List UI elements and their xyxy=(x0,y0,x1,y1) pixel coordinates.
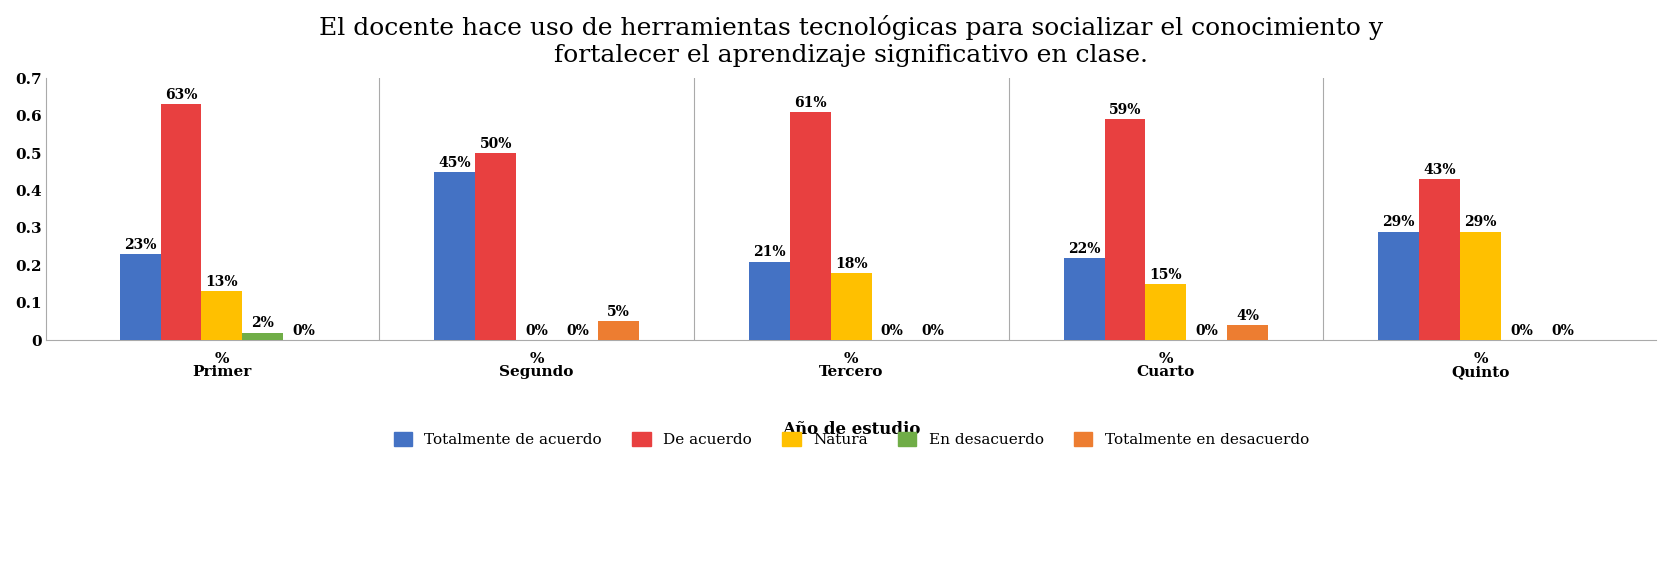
Bar xyxy=(1105,120,1145,340)
Text: %: % xyxy=(530,352,543,366)
Text: 29%: 29% xyxy=(1464,215,1497,229)
Bar xyxy=(434,172,475,340)
Bar xyxy=(1460,231,1501,340)
Text: %: % xyxy=(1474,352,1487,366)
Title: El docente hace uso de herramientas tecnológicas para socializar el conocimiento: El docente hace uso de herramientas tecn… xyxy=(319,15,1384,66)
Text: 0%: 0% xyxy=(1551,324,1574,338)
Text: 61%: 61% xyxy=(794,96,827,110)
Text: 45%: 45% xyxy=(438,156,471,170)
Text: %: % xyxy=(214,352,229,366)
Bar xyxy=(790,112,830,340)
Bar xyxy=(830,273,872,340)
Text: 13%: 13% xyxy=(206,275,239,289)
Bar xyxy=(475,153,516,340)
Text: 0%: 0% xyxy=(566,324,588,338)
Bar xyxy=(1145,284,1186,340)
Text: 43%: 43% xyxy=(1424,163,1455,177)
Text: 0%: 0% xyxy=(922,324,944,338)
Text: 5%: 5% xyxy=(607,305,630,319)
Text: 18%: 18% xyxy=(836,257,867,271)
Bar xyxy=(1064,258,1105,340)
Bar xyxy=(598,321,638,340)
Text: %: % xyxy=(844,352,859,366)
Legend: Totalmente de acuerdo, De acuerdo, Natura, En desacuerdo, Totalmente en desacuer: Totalmente de acuerdo, De acuerdo, Natur… xyxy=(388,426,1315,454)
Text: 21%: 21% xyxy=(754,245,785,259)
Bar xyxy=(1419,179,1460,340)
Text: 15%: 15% xyxy=(1150,268,1181,282)
Bar xyxy=(160,104,202,340)
Bar xyxy=(749,262,790,340)
Text: 29%: 29% xyxy=(1382,215,1415,229)
Text: 0%: 0% xyxy=(1195,324,1218,338)
Bar xyxy=(1379,231,1419,340)
Text: 0%: 0% xyxy=(881,324,904,338)
Text: 0%: 0% xyxy=(292,324,316,338)
Text: %: % xyxy=(1158,352,1173,366)
Text: 0%: 0% xyxy=(1511,324,1532,338)
X-axis label: Año de estudio: Año de estudio xyxy=(782,421,921,438)
Bar xyxy=(242,333,284,340)
Text: 4%: 4% xyxy=(1237,309,1260,323)
Text: 22%: 22% xyxy=(1068,241,1100,255)
Text: 59%: 59% xyxy=(1110,103,1141,117)
Text: 0%: 0% xyxy=(525,324,548,338)
Text: 50%: 50% xyxy=(480,137,511,151)
Bar xyxy=(120,254,160,340)
Bar xyxy=(202,292,242,340)
Text: 63%: 63% xyxy=(165,88,197,102)
Text: 23%: 23% xyxy=(124,238,157,252)
Text: 2%: 2% xyxy=(251,317,274,331)
Bar xyxy=(1227,325,1268,340)
